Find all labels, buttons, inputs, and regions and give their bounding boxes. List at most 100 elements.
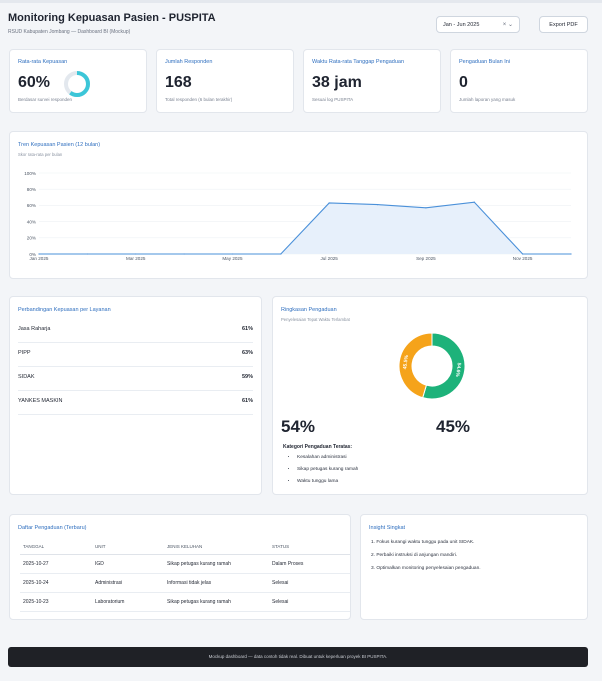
kpi-label: Rata-rata Kepuasan: [18, 59, 68, 65]
breadcrumb: RSUD Kabupaten Jombang — Dashboard BI (M…: [8, 29, 131, 35]
table-header-row: TANGGAL UNIT JENIS KELUHAN STATUS: [20, 540, 350, 555]
kpi-value: 168: [165, 74, 192, 91]
status-badge: Dalam Proses: [269, 554, 350, 574]
trend-card: Tren Kepuasan Pasien (12 bulan) Skor rat…: [9, 131, 588, 279]
list-item: 3. Optimalkan monitoring penyelesaian pe…: [371, 566, 481, 571]
data-point: [376, 203, 379, 206]
trend-title: Tren Kepuasan Pasien (12 bulan): [18, 142, 101, 148]
insight-card: Insight Singkat 1. Fokus kurangi waktu t…: [360, 514, 588, 620]
kpi-card-respondents: Jumlah Responden 168 Total responden (6 …: [156, 49, 294, 113]
x-tick-label: Jan 2025: [30, 256, 49, 261]
kpi-note: Sesuai log PUSPITA: [312, 97, 354, 102]
footer-bar: Mockup dashboard — data contoh tidak rea…: [8, 647, 588, 667]
x-tick-label: Nov 2025: [513, 256, 533, 261]
kpi-label: Pengaduan Bulan Ini: [459, 59, 511, 65]
insight-list: 1. Fokus kurangi waktu tunggu pada unit …: [371, 540, 481, 579]
data-point: [38, 253, 40, 255]
status-badge: Selesai: [269, 592, 350, 612]
column-header: UNIT: [92, 540, 164, 555]
kpi-label: Jumlah Responden: [165, 59, 213, 65]
complaint-unit: Laboratorium: [92, 592, 164, 612]
table-row[interactable]: 2025-10-24 Administrasi Informasi tidak …: [20, 573, 350, 593]
service-row: PIPP 63%: [18, 343, 253, 367]
y-tick-label: 20%: [27, 236, 36, 241]
categories-title: Kategori Pengaduan Teratas:: [283, 444, 353, 450]
service-row: YANKES MASKIN 61%: [18, 391, 253, 415]
data-point: [522, 253, 524, 255]
service-comparison-title: Perbandingan Kepuasan per Layanan: [18, 307, 111, 313]
y-tick-label: 100%: [24, 171, 36, 176]
service-value: 59%: [241, 374, 253, 380]
kpi-card-satisfaction: Rata-rata Kepuasan 60% Berdasar survei r…: [9, 49, 147, 113]
kpi-card-response-time: Waktu Rata-rata Tanggap Pengaduan 38 jam…: [303, 49, 441, 113]
kpi-note: Total responden (6 bulan terakhir): [165, 97, 233, 102]
x-tick-label: Jul 2025: [320, 256, 338, 261]
page-title: Monitoring Kepuasan Pasien - PUSPITA: [8, 12, 216, 24]
complaint-donut-chart: 54.6% 45.5%: [398, 332, 466, 400]
complaint-unit: IGD: [92, 554, 164, 574]
service-row: Jasa Raharja 61%: [18, 319, 253, 343]
service-name: YANKES MASKIN: [18, 398, 63, 404]
y-tick-label: 80%: [27, 187, 36, 192]
kpi-label: Waktu Rata-rata Tanggap Pengaduan: [312, 59, 405, 65]
complaints-title: Daftar Pengaduan (Terbaru): [18, 525, 87, 531]
on-time-percent: 54%: [281, 417, 316, 436]
x-tick-label: May 2025: [222, 256, 243, 261]
list-item: 1. Fokus kurangi waktu tunggu pada unit …: [371, 540, 475, 545]
data-point: [280, 253, 282, 255]
data-point: [425, 207, 427, 209]
complaint-type: Sikap petugas kurang ramah: [164, 592, 269, 612]
complaint-type: Sikap petugas kurang ramah: [164, 554, 269, 574]
data-point: [86, 253, 88, 255]
column-header: STATUS: [269, 540, 350, 555]
service-name: SIDAK: [18, 374, 35, 380]
column-header: JENIS KELUHAN: [164, 540, 269, 555]
y-tick-label: 40%: [27, 219, 36, 224]
list-item: Waktu tunggu lama: [297, 479, 358, 491]
complaints-card: Daftar Pengaduan (Terbaru) TANGGAL UNIT …: [9, 514, 351, 620]
kpi-value: 38 jam: [312, 74, 362, 91]
satisfaction-ring-fill: [64, 71, 90, 97]
complaint-date: 2025-10-27: [20, 554, 92, 574]
categories-list: Kesalahan administrasi Sikap petugas kur…: [293, 455, 358, 491]
late-percent: 45%: [436, 417, 471, 436]
x-tick-label: Mar 2025: [126, 256, 146, 261]
donut-slice: [398, 332, 433, 399]
complaint-date: 2025-10-24: [20, 573, 92, 593]
donut-slice-label: 45.5%: [402, 354, 410, 369]
data-point: [328, 202, 330, 204]
trend-subtitle: Skor rata-rata per bulan: [18, 152, 63, 157]
complaint-summary-card: Ringkasan Pengaduan Penyelesaian Tepat W…: [272, 296, 588, 495]
data-point: [473, 201, 475, 203]
satisfaction-ring: [64, 71, 90, 97]
service-row: SIDAK 59%: [18, 367, 253, 391]
complaint-unit: Administrasi: [92, 573, 164, 593]
trend-chart: 0% 20% 40% 60% 80% 100% Jan 2025 Mar 2025 May 20…: [24, 171, 572, 261]
export-pdf-button[interactable]: Export PDF: [539, 16, 588, 33]
data-point: [570, 253, 572, 255]
donut-slice-label: 54.6%: [454, 362, 462, 377]
series-line: [39, 201, 571, 255]
service-value: 61%: [241, 398, 253, 404]
period-select-value: Jan - Jun 2025: [443, 22, 480, 28]
table-row[interactable]: 2025-10-23 Laboratorium Sikap petugas ku…: [20, 592, 350, 612]
data-point: [231, 253, 234, 255]
table-row[interactable]: 2025-10-27 IGD Sikap petugas kurang rama…: [20, 554, 350, 574]
status-badge: Selesai: [269, 573, 350, 593]
data-point: [135, 253, 137, 255]
top-border: [0, 0, 602, 3]
list-item: Sikap petugas kurang ramah: [297, 467, 358, 479]
service-name: PIPP: [18, 350, 31, 356]
kpi-value: 60%: [18, 74, 51, 91]
kpi-note: Berdasar survei responden: [18, 97, 73, 102]
data-point: [183, 253, 185, 255]
period-select[interactable]: Jan - Jun 2025 × ⌄: [436, 16, 520, 33]
summary-subtitle: Penyelesaian Tepat Waktu Terlambat: [281, 317, 350, 322]
complaint-type: Informasi tidak jelas: [164, 573, 269, 593]
y-tick-label: 60%: [27, 203, 36, 208]
service-comparison-card: Perbandingan Kepuasan per Layanan Jasa R…: [9, 296, 262, 495]
donut-slice: [422, 332, 466, 400]
page-header: Monitoring Kepuasan Pasien - PUSPITA RSU…: [8, 12, 588, 42]
column-header: TANGGAL: [20, 540, 92, 555]
service-value: 63%: [241, 350, 253, 356]
